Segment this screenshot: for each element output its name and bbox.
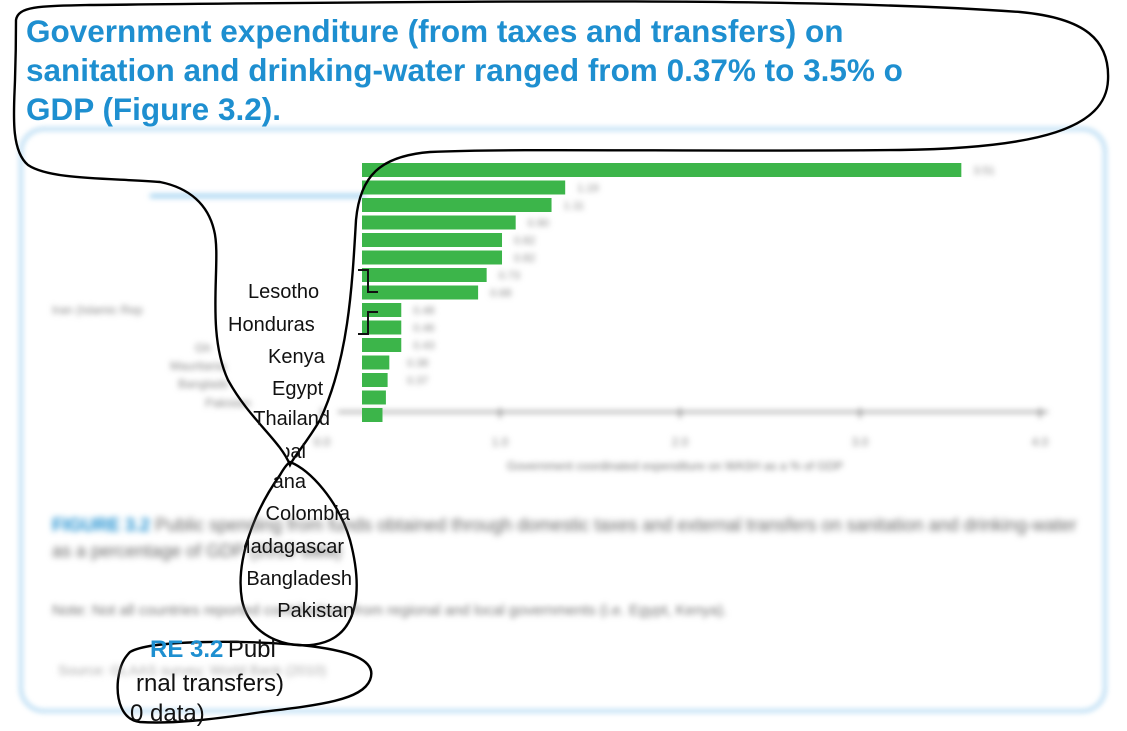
value-label-9: 0.46 [413,323,434,335]
category-label-mauritania: Mauritania [170,359,226,373]
label-colombia: Colombia [265,503,350,525]
headline-line-1: Government expenditure (from taxes and t… [26,13,844,49]
headline-line-2: sanitation and drinking-water ranged fro… [26,52,903,88]
x-tick-label-2: 2.0 [672,435,689,449]
value-labels: 3.51 1.19 1.11 0.90 0.82 0.82 0.73 0.68 0.48 0.46… [407,165,995,387]
bar-2 [362,198,552,212]
bar-0 [362,163,962,177]
figure-caption: FIGURE 3.2 Public spending from funds ob… [52,512,1082,564]
clip-caption-fragment-2: 0 data) [130,700,240,728]
clip-pakistan: Pakistan [248,597,354,627]
label-egypt: Egypt [272,378,324,400]
label-kenya: Kenya [268,346,325,368]
value-label-10: 0.43 [413,340,434,352]
value-label-3: 0.90 [528,218,549,230]
caption-fragment-2: 0 data) [130,700,205,727]
clip-figure-label-fragment: RE 3.2 Publ [150,636,340,666]
value-label-2: 1.11 [564,200,585,212]
bar-11 [362,355,390,370]
value-label-4: 0.82 [514,235,535,247]
value-label-11: 0.38 [407,358,428,370]
clip-bangladesh: Bangladesh [240,565,352,595]
label-lesotho: Lesotho [248,281,320,303]
hand-drawn-outline-bottom [116,640,373,724]
bar-8 [362,303,402,317]
clip-thailand: Thailand [200,405,330,437]
bar-9 [362,320,402,335]
bar-3 [362,215,516,230]
x-tick-label-0: 0.0 [314,435,331,449]
value-label-0: 3.51 [973,165,994,177]
bar-14 [362,408,383,422]
bar-7 [362,285,479,300]
label-thailand: Thailand [253,408,330,430]
value-label-8: 0.48 [413,305,434,317]
bar-4 [362,233,503,247]
figure-frame [18,126,1108,714]
bars [362,163,962,422]
bar-1 [362,180,566,195]
blurred-chart-layer: 0.0 1.0 2.0 3.0 4.0 Government coordinated e… [52,165,1049,473]
clip-ghana: Ghana [272,468,306,498]
x-tick-label-3: 3.0 [852,435,869,449]
figure-caption-text: Public spending from funds obtained thro… [52,515,1077,561]
value-label-12: 0.37 [407,375,428,387]
label-madagascar: Madagascar [244,536,344,558]
figure-label-fragment-2: Publ [227,636,276,663]
label-pakistan: Pakistan [277,600,354,622]
clip-colombia: Colombia [262,500,350,530]
bracket-lesotho [358,269,378,293]
headline: Government expenditure (from taxes and t… [26,12,1116,129]
value-label-5: 0.82 [514,253,535,265]
value-label-1: 1.19 [577,183,598,195]
x-axis-label: Government coordinated expenditure on WA… [507,459,843,473]
label-nepal: Nepal [286,441,306,463]
x-tick-label-4: 4.0 [1032,435,1049,449]
figure-note: Note: Not all countries reported contrib… [52,602,728,619]
value-label-7: 0.68 [490,288,511,300]
bar-12 [362,373,388,387]
category-label-gh: Gh [195,341,211,355]
label-ghana: Ghana [272,471,306,493]
bar-13 [362,390,386,405]
bar-10 [362,338,402,352]
category-label-iran: Iran (Islamic Rep [52,303,143,317]
figure-label: FIGURE 3.2 [52,515,151,535]
tick-labels: 0.0 1.0 2.0 3.0 4.0 [314,435,1049,449]
bar-5 [362,250,503,265]
headline-line-3: GDP (Figure 3.2). [26,91,281,127]
category-label-bangladesh-blur: Banglade [178,377,229,391]
caption-fragment-1: rnal transfers) [136,670,285,697]
bracket-honduras [358,311,378,335]
label-honduras: Honduras [228,314,315,336]
figure-source: Source: GLAAS survey; World Bank (2010) [58,662,327,678]
hand-drawn-outline-top [12,0,1110,468]
x-tick-label-1: 1.0 [492,435,509,449]
value-label-6: 0.73 [499,270,520,282]
clip-madagascar: Madagascar [244,533,344,563]
label-bangladesh: Bangladesh [246,568,352,590]
bar-6 [362,268,487,282]
figure-label-fragment: RE 3.2 [150,636,224,663]
clip-nepal: Nepal [286,438,306,468]
